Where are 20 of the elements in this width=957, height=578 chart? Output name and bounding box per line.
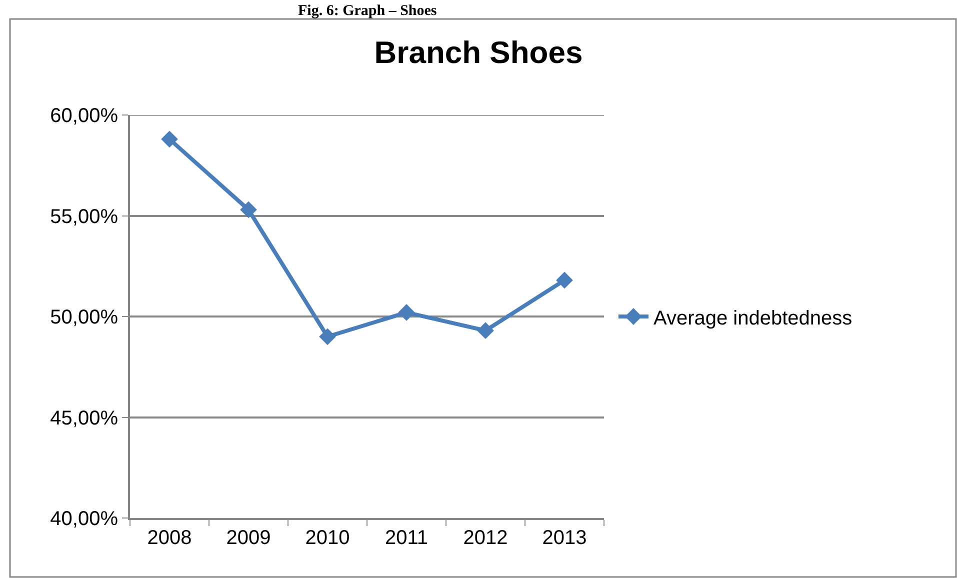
point: [477, 322, 494, 340]
point: [161, 130, 178, 148]
x-tick-label: 2011: [384, 527, 428, 549]
y-tick-label: 55,00%: [50, 206, 118, 228]
y-tick-label: 50,00%: [50, 306, 118, 328]
chart-title: Branch Shoes: [374, 34, 583, 70]
legend-label: Average indebtedness: [653, 307, 852, 330]
x-tick-label: 2009: [226, 527, 271, 549]
x-tick-label: 2010: [305, 527, 350, 549]
y-tick-label: 40,00%: [50, 508, 118, 530]
point: [240, 201, 257, 218]
point: [319, 328, 336, 346]
x-tick-label: 2013: [542, 527, 587, 549]
point: [556, 272, 573, 289]
caption: Fig. 6: Graph – Shoes: [298, 3, 437, 19]
y-tick-label: 60,00%: [50, 105, 118, 127]
point: [398, 304, 415, 321]
x-tick-label: 2008: [147, 527, 192, 549]
x-tick-label: 2012: [463, 527, 508, 549]
y-tick-label: 45,00%: [50, 407, 118, 430]
